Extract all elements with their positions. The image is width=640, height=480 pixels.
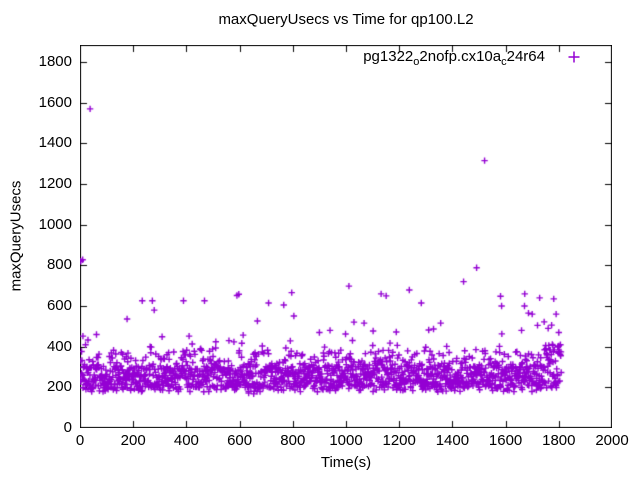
x-tick-label: 0 — [75, 432, 85, 449]
x-tick-label: 1600 — [488, 432, 523, 449]
chart-title: maxQueryUsecs vs Time for qp100.L2 — [218, 11, 474, 28]
x-axis-label: Time(s) — [320, 454, 372, 471]
y-tick-label: 600 — [46, 297, 72, 315]
y-tick-label: 200 — [46, 378, 72, 396]
y-tick-label: 1400 — [38, 134, 72, 152]
y-tick-label: 1600 — [38, 93, 72, 111]
x-tick-label: 1200 — [382, 432, 416, 449]
y-tick-label: 1200 — [38, 175, 72, 193]
y-tick-label: 1000 — [38, 215, 72, 233]
x-tick-label: 600 — [227, 432, 253, 449]
y-axis-label: maxQueryUsecs — [7, 180, 25, 292]
x-tick-label: 2000 — [595, 432, 629, 449]
x-tick-label: 200 — [120, 432, 146, 449]
x-tick-label: 1800 — [542, 432, 576, 449]
y-tick-label: 400 — [46, 337, 72, 355]
x-tick-label: 400 — [173, 432, 199, 449]
x-tick-label: 1000 — [329, 432, 363, 449]
plot-canvas — [80, 45, 612, 428]
y-tick-label: 0 — [63, 419, 72, 436]
y-tick-label: 800 — [46, 256, 72, 274]
x-tick-label: 800 — [280, 432, 306, 449]
x-tick-label: 1400 — [435, 432, 470, 449]
y-tick-label: 1800 — [38, 53, 72, 71]
